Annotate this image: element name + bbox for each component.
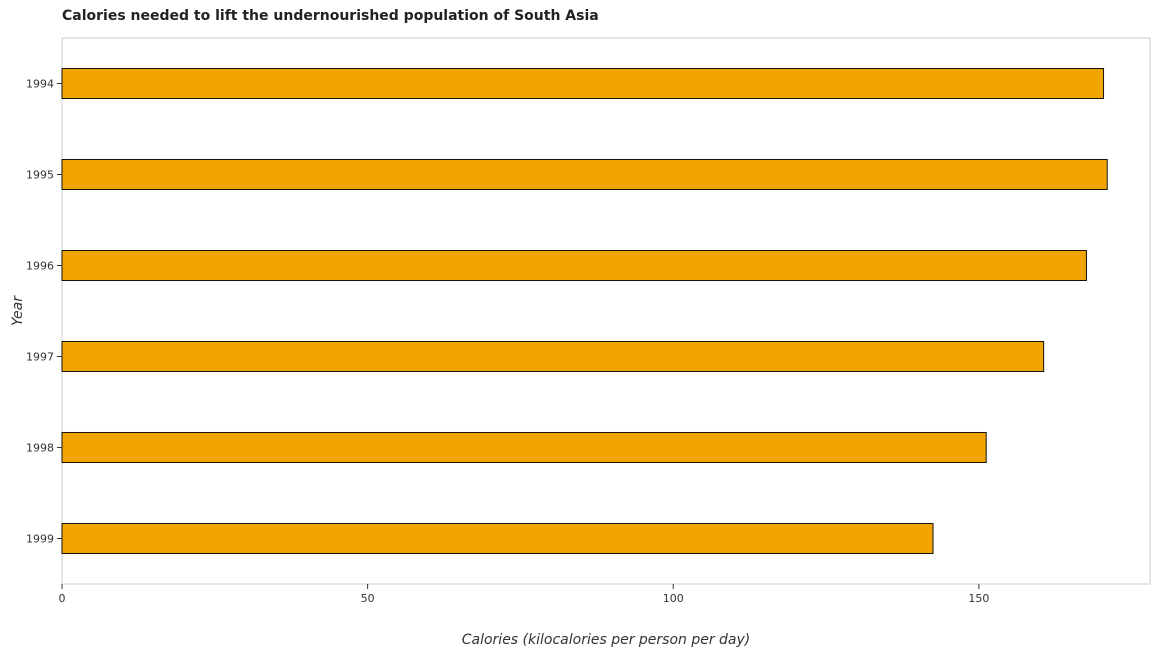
y-tick-label: 1995 xyxy=(26,169,54,182)
x-tick-label: 0 xyxy=(59,592,66,605)
plot-area xyxy=(61,37,1151,585)
y-tick-label: 1994 xyxy=(26,78,54,91)
x-axis-ticks: 0 50 100 150 xyxy=(59,584,989,605)
bar-1996 xyxy=(61,249,1087,282)
x-tick-label: 150 xyxy=(968,592,989,605)
y-tick-label: 1999 xyxy=(26,533,54,546)
bars-group xyxy=(61,67,1108,555)
y-tick-label: 1997 xyxy=(26,351,54,364)
bar-1994 xyxy=(61,67,1105,100)
x-axis-title: Calories (kilocalories per person per da… xyxy=(462,632,751,648)
bar-1995 xyxy=(61,158,1108,191)
bar-1999 xyxy=(61,522,934,555)
x-tick-label: 50 xyxy=(361,592,375,605)
bar-1997 xyxy=(61,340,1045,373)
y-tick-label: 1998 xyxy=(26,442,54,455)
x-tick-label: 100 xyxy=(663,592,684,605)
y-axis-title: Year xyxy=(10,295,26,326)
chart-title: Calories needed to lift the undernourish… xyxy=(62,8,599,24)
bar-1998 xyxy=(61,431,987,464)
y-axis-ticks: 1994 1995 1996 1997 1998 1999 xyxy=(26,78,62,546)
y-tick-label: 1996 xyxy=(26,260,54,273)
